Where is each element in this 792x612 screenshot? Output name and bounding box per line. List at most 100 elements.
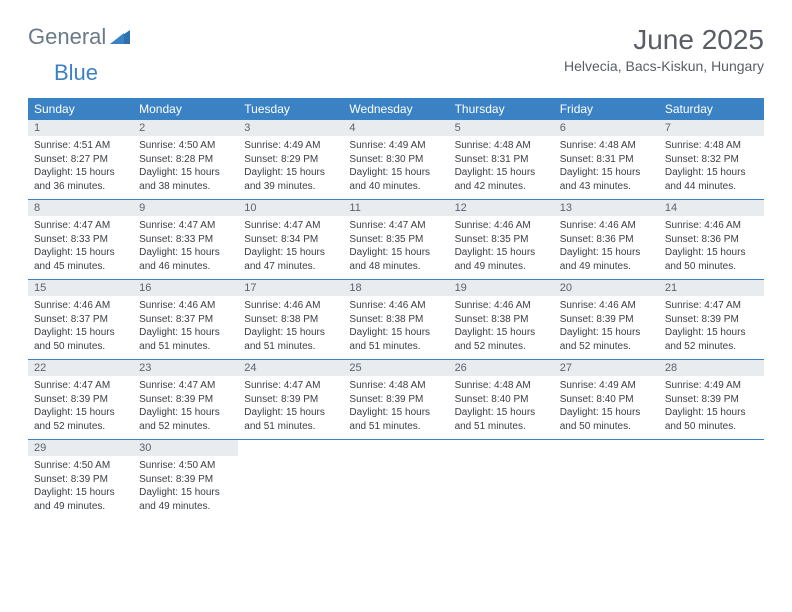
day-number: 16 [133, 280, 238, 296]
day-number: 28 [659, 360, 764, 376]
calendar-cell: 13Sunrise: 4:46 AMSunset: 8:36 PMDayligh… [554, 200, 659, 280]
day-number: 30 [133, 440, 238, 456]
day-details: Sunrise: 4:49 AMSunset: 8:40 PMDaylight:… [554, 376, 659, 439]
day-details: Sunrise: 4:46 AMSunset: 8:37 PMDaylight:… [28, 296, 133, 359]
day-number: 15 [28, 280, 133, 296]
calendar-cell [554, 440, 659, 520]
calendar-cell: 7Sunrise: 4:48 AMSunset: 8:32 PMDaylight… [659, 120, 764, 200]
calendar-cell: 9Sunrise: 4:47 AMSunset: 8:33 PMDaylight… [133, 200, 238, 280]
day-number: 25 [343, 360, 448, 376]
calendar-cell [343, 440, 448, 520]
page-subtitle: Helvecia, Bacs-Kiskun, Hungary [564, 58, 764, 74]
day-details: Sunrise: 4:51 AMSunset: 8:27 PMDaylight:… [28, 136, 133, 199]
day-details: Sunrise: 4:47 AMSunset: 8:39 PMDaylight:… [659, 296, 764, 359]
calendar-cell: 3Sunrise: 4:49 AMSunset: 8:29 PMDaylight… [238, 120, 343, 200]
day-details: Sunrise: 4:46 AMSunset: 8:39 PMDaylight:… [554, 296, 659, 359]
weekday-header: Friday [554, 98, 659, 120]
day-number: 9 [133, 200, 238, 216]
calendar-cell: 23Sunrise: 4:47 AMSunset: 8:39 PMDayligh… [133, 360, 238, 440]
brand-logo: General [28, 24, 130, 50]
day-details: Sunrise: 4:47 AMSunset: 8:39 PMDaylight:… [238, 376, 343, 439]
weekday-header: Wednesday [343, 98, 448, 120]
day-details: Sunrise: 4:46 AMSunset: 8:35 PMDaylight:… [449, 216, 554, 279]
page-title: June 2025 [564, 24, 764, 56]
brand-triangle-icon [110, 24, 130, 50]
calendar-cell: 5Sunrise: 4:48 AMSunset: 8:31 PMDaylight… [449, 120, 554, 200]
calendar-cell [238, 440, 343, 520]
day-number: 8 [28, 200, 133, 216]
calendar-cell: 12Sunrise: 4:46 AMSunset: 8:35 PMDayligh… [449, 200, 554, 280]
calendar-cell: 6Sunrise: 4:48 AMSunset: 8:31 PMDaylight… [554, 120, 659, 200]
calendar-cell: 27Sunrise: 4:49 AMSunset: 8:40 PMDayligh… [554, 360, 659, 440]
day-details: Sunrise: 4:48 AMSunset: 8:32 PMDaylight:… [659, 136, 764, 199]
day-number: 10 [238, 200, 343, 216]
day-details: Sunrise: 4:49 AMSunset: 8:29 PMDaylight:… [238, 136, 343, 199]
calendar-cell [659, 440, 764, 520]
day-number: 1 [28, 120, 133, 136]
day-number: 17 [238, 280, 343, 296]
calendar-cell: 25Sunrise: 4:48 AMSunset: 8:39 PMDayligh… [343, 360, 448, 440]
day-details: Sunrise: 4:48 AMSunset: 8:31 PMDaylight:… [449, 136, 554, 199]
day-details: Sunrise: 4:46 AMSunset: 8:36 PMDaylight:… [554, 216, 659, 279]
day-details: Sunrise: 4:50 AMSunset: 8:28 PMDaylight:… [133, 136, 238, 199]
day-number: 6 [554, 120, 659, 136]
day-number: 3 [238, 120, 343, 136]
day-number: 7 [659, 120, 764, 136]
day-number: 11 [343, 200, 448, 216]
calendar-cell: 4Sunrise: 4:49 AMSunset: 8:30 PMDaylight… [343, 120, 448, 200]
day-number: 20 [554, 280, 659, 296]
calendar-cell: 28Sunrise: 4:49 AMSunset: 8:39 PMDayligh… [659, 360, 764, 440]
day-number: 5 [449, 120, 554, 136]
day-details: Sunrise: 4:47 AMSunset: 8:39 PMDaylight:… [133, 376, 238, 439]
day-details: Sunrise: 4:46 AMSunset: 8:36 PMDaylight:… [659, 216, 764, 279]
day-details: Sunrise: 4:48 AMSunset: 8:39 PMDaylight:… [343, 376, 448, 439]
day-number: 24 [238, 360, 343, 376]
brand-word1: General [28, 24, 106, 50]
weekday-header: Monday [133, 98, 238, 120]
title-block: June 2025 Helvecia, Bacs-Kiskun, Hungary [564, 24, 764, 74]
calendar-cell [449, 440, 554, 520]
day-details: Sunrise: 4:50 AMSunset: 8:39 PMDaylight:… [133, 456, 238, 519]
calendar-cell: 29Sunrise: 4:50 AMSunset: 8:39 PMDayligh… [28, 440, 133, 520]
day-details: Sunrise: 4:48 AMSunset: 8:31 PMDaylight:… [554, 136, 659, 199]
calendar-cell: 16Sunrise: 4:46 AMSunset: 8:37 PMDayligh… [133, 280, 238, 360]
day-details: Sunrise: 4:47 AMSunset: 8:33 PMDaylight:… [133, 216, 238, 279]
weekday-header: Tuesday [238, 98, 343, 120]
calendar-cell: 14Sunrise: 4:46 AMSunset: 8:36 PMDayligh… [659, 200, 764, 280]
day-details: Sunrise: 4:46 AMSunset: 8:38 PMDaylight:… [343, 296, 448, 359]
calendar-page: General June 2025 Helvecia, Bacs-Kiskun,… [0, 0, 792, 543]
day-number: 12 [449, 200, 554, 216]
calendar-cell: 11Sunrise: 4:47 AMSunset: 8:35 PMDayligh… [343, 200, 448, 280]
weekday-header: Thursday [449, 98, 554, 120]
day-number: 26 [449, 360, 554, 376]
calendar-cell: 15Sunrise: 4:46 AMSunset: 8:37 PMDayligh… [28, 280, 133, 360]
calendar-cell: 1Sunrise: 4:51 AMSunset: 8:27 PMDaylight… [28, 120, 133, 200]
calendar-table: Sunday Monday Tuesday Wednesday Thursday… [28, 98, 764, 519]
day-details: Sunrise: 4:49 AMSunset: 8:30 PMDaylight:… [343, 136, 448, 199]
day-details: Sunrise: 4:46 AMSunset: 8:38 PMDaylight:… [449, 296, 554, 359]
calendar-cell: 8Sunrise: 4:47 AMSunset: 8:33 PMDaylight… [28, 200, 133, 280]
day-details: Sunrise: 4:50 AMSunset: 8:39 PMDaylight:… [28, 456, 133, 519]
calendar-cell: 26Sunrise: 4:48 AMSunset: 8:40 PMDayligh… [449, 360, 554, 440]
day-number: 23 [133, 360, 238, 376]
day-details: Sunrise: 4:49 AMSunset: 8:39 PMDaylight:… [659, 376, 764, 439]
day-details: Sunrise: 4:47 AMSunset: 8:34 PMDaylight:… [238, 216, 343, 279]
day-details: Sunrise: 4:47 AMSunset: 8:33 PMDaylight:… [28, 216, 133, 279]
day-details: Sunrise: 4:48 AMSunset: 8:40 PMDaylight:… [449, 376, 554, 439]
calendar-cell: 17Sunrise: 4:46 AMSunset: 8:38 PMDayligh… [238, 280, 343, 360]
day-details: Sunrise: 4:47 AMSunset: 8:35 PMDaylight:… [343, 216, 448, 279]
day-number: 2 [133, 120, 238, 136]
calendar-cell: 22Sunrise: 4:47 AMSunset: 8:39 PMDayligh… [28, 360, 133, 440]
day-number: 18 [343, 280, 448, 296]
calendar-cell: 18Sunrise: 4:46 AMSunset: 8:38 PMDayligh… [343, 280, 448, 360]
day-number: 21 [659, 280, 764, 296]
brand-word2: Blue [54, 60, 98, 86]
day-details: Sunrise: 4:47 AMSunset: 8:39 PMDaylight:… [28, 376, 133, 439]
calendar-cell: 20Sunrise: 4:46 AMSunset: 8:39 PMDayligh… [554, 280, 659, 360]
calendar-cell: 10Sunrise: 4:47 AMSunset: 8:34 PMDayligh… [238, 200, 343, 280]
day-number: 4 [343, 120, 448, 136]
day-details: Sunrise: 4:46 AMSunset: 8:37 PMDaylight:… [133, 296, 238, 359]
weekday-header: Saturday [659, 98, 764, 120]
calendar-body: 1Sunrise: 4:51 AMSunset: 8:27 PMDaylight… [28, 120, 764, 519]
calendar-cell: 24Sunrise: 4:47 AMSunset: 8:39 PMDayligh… [238, 360, 343, 440]
